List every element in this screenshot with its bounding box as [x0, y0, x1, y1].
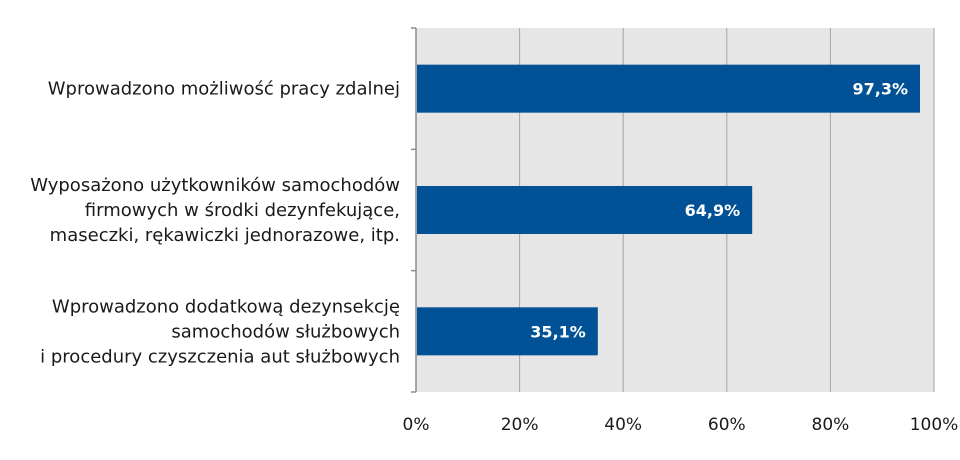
bar	[417, 64, 921, 113]
bar	[417, 307, 598, 356]
category-label: samochodów służbowych	[171, 321, 400, 342]
category-label: Wprowadzono możliwość pracy zdalnej	[48, 79, 400, 100]
x-tick-label: 0%	[403, 415, 430, 435]
category-label: i procedury czyszczenia aut służbowych	[40, 346, 400, 367]
category-label: firmowych w środki dezynfekujące,	[85, 200, 400, 221]
bar	[417, 186, 753, 234]
data-labels: 97,3% 64,9% 35,1%	[530, 80, 908, 342]
data-label: 35,1%	[530, 322, 586, 341]
category-label: Wprowadzono dodatkową dezynsekcję	[52, 296, 400, 317]
category-labels: Wprowadzono możliwość pracy zdalnej Wypos…	[30, 79, 400, 368]
data-label: 64,9%	[685, 201, 741, 220]
x-tick-labels: 0% 20% 40% 60% 80% 100%	[403, 415, 959, 435]
bars	[417, 64, 921, 356]
x-tick-label: 40%	[604, 415, 642, 435]
category-label: Wyposażono użytkowników samochodów	[30, 175, 400, 196]
x-tick-label: 60%	[708, 415, 746, 435]
category-label: maseczki, rękawiczki jednorazowe, itp.	[50, 225, 400, 246]
axes	[411, 27, 417, 393]
x-tick-label: 100%	[910, 415, 959, 435]
x-tick-label: 80%	[812, 415, 850, 435]
data-label: 97,3%	[852, 80, 908, 99]
x-tick-label: 20%	[501, 415, 539, 435]
